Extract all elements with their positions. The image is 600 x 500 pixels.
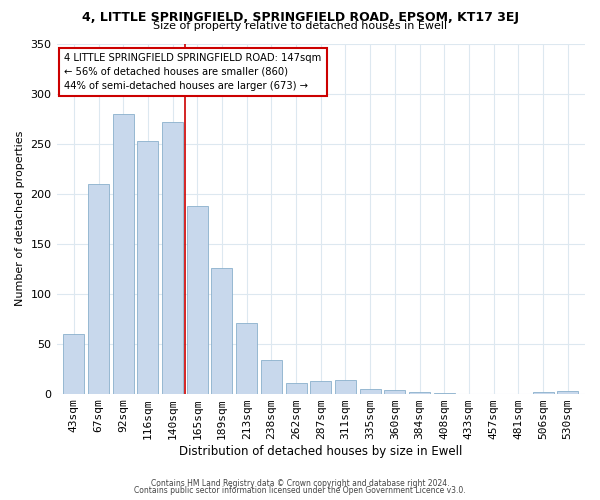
Text: Contains HM Land Registry data © Crown copyright and database right 2024.: Contains HM Land Registry data © Crown c… — [151, 478, 449, 488]
Bar — [434, 392, 455, 394]
Bar — [187, 206, 208, 394]
Bar — [162, 122, 183, 394]
Bar — [211, 268, 232, 394]
Bar — [359, 388, 380, 394]
Bar — [286, 382, 307, 394]
Bar — [261, 360, 282, 394]
Bar — [88, 184, 109, 394]
Bar — [557, 390, 578, 394]
Text: Size of property relative to detached houses in Ewell: Size of property relative to detached ho… — [153, 21, 447, 31]
Text: 4, LITTLE SPRINGFIELD, SPRINGFIELD ROAD, EPSOM, KT17 3EJ: 4, LITTLE SPRINGFIELD, SPRINGFIELD ROAD,… — [82, 11, 518, 24]
Bar — [335, 380, 356, 394]
Bar — [310, 380, 331, 394]
Bar — [113, 114, 134, 394]
Text: 4 LITTLE SPRINGFIELD SPRINGFIELD ROAD: 147sqm
← 56% of detached houses are small: 4 LITTLE SPRINGFIELD SPRINGFIELD ROAD: 1… — [64, 52, 322, 90]
Bar — [409, 392, 430, 394]
Bar — [385, 390, 406, 394]
Text: Contains public sector information licensed under the Open Government Licence v3: Contains public sector information licen… — [134, 486, 466, 495]
Y-axis label: Number of detached properties: Number of detached properties — [15, 131, 25, 306]
Bar — [64, 334, 85, 394]
Bar — [137, 141, 158, 394]
Bar — [533, 392, 554, 394]
X-axis label: Distribution of detached houses by size in Ewell: Distribution of detached houses by size … — [179, 444, 463, 458]
Bar — [236, 322, 257, 394]
